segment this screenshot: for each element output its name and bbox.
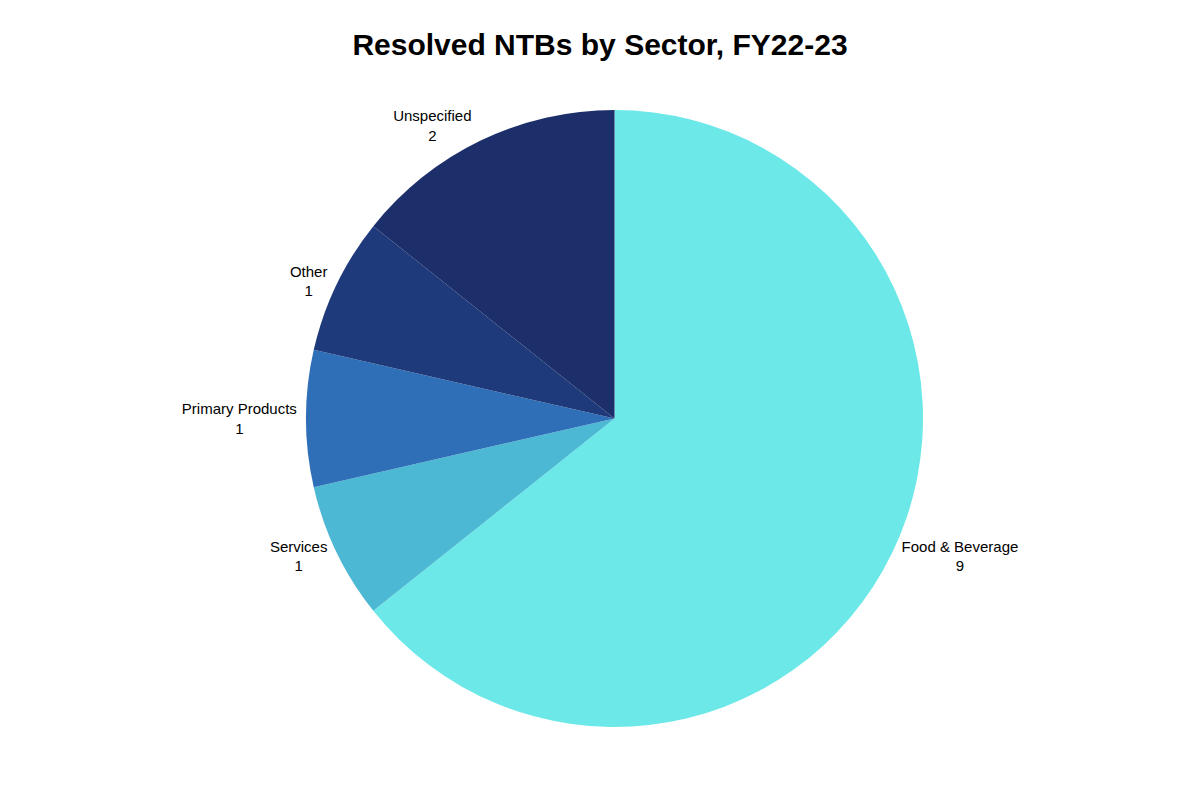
svg-text:Primary Products1: Primary Products1: [182, 400, 297, 437]
svg-text:Services1: Services1: [270, 538, 328, 575]
svg-text:Other1: Other1: [290, 263, 328, 300]
svg-text:Unspecified2: Unspecified2: [393, 107, 471, 143]
svg-text:Food & Beverage9: Food & Beverage9: [902, 538, 1019, 575]
svg-text:Resolved NTBs by Sector, FY22-: Resolved NTBs by Sector, FY22-23: [352, 28, 847, 61]
